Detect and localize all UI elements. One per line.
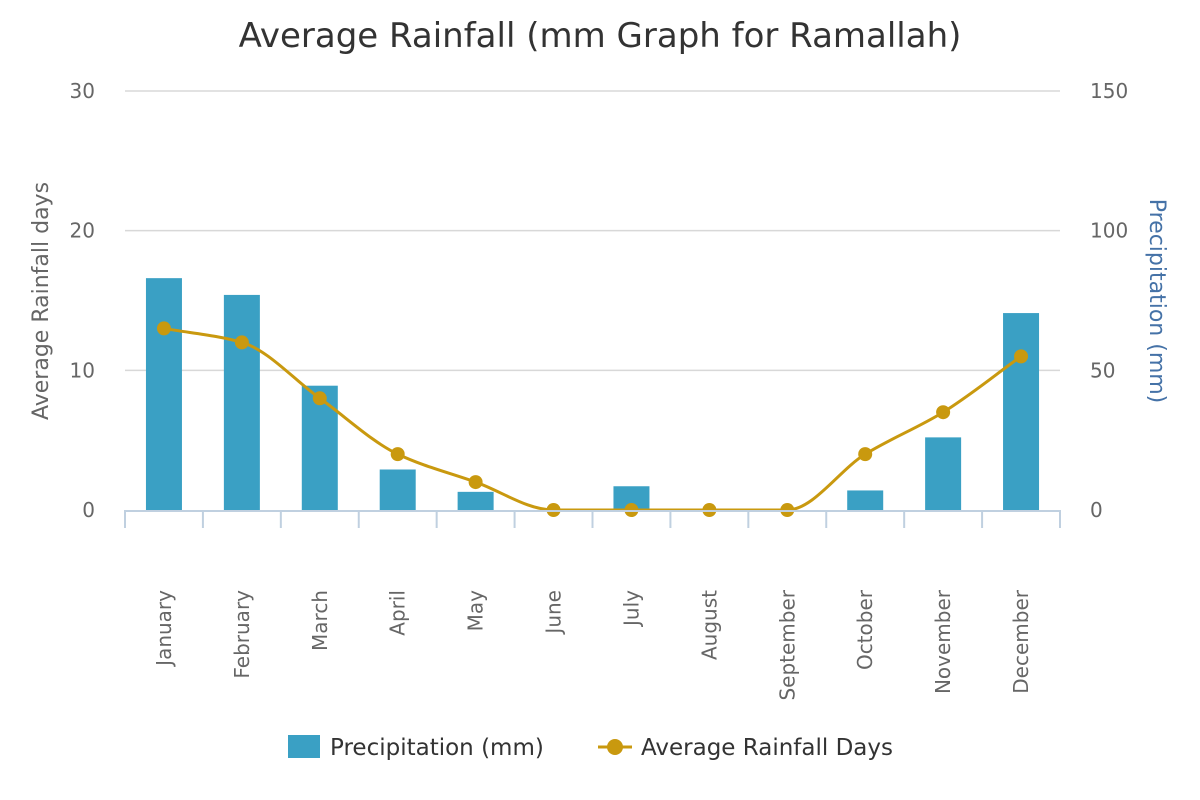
x-tick-label: January xyxy=(152,590,176,668)
rainfall-days-point-april xyxy=(390,447,405,462)
right-y-axis-ticks: 0 50 100 150 xyxy=(1090,79,1128,522)
x-tick-label: September xyxy=(775,589,799,700)
right-tick-label: 100 xyxy=(1090,219,1128,243)
bar-february xyxy=(223,294,260,510)
x-axis-ticks: January February March April May June July Augu… xyxy=(152,589,1033,700)
bar-january xyxy=(145,278,182,510)
rainfall-days-point-january xyxy=(156,321,171,336)
precipitation-bars xyxy=(145,278,1040,510)
rainfall-days-point-march xyxy=(312,391,327,406)
right-axis-title: Precipitation (mm) xyxy=(1144,199,1169,404)
bar-december xyxy=(1003,313,1040,510)
x-tick-label: August xyxy=(697,590,721,660)
rainfall-days-point-december xyxy=(1014,349,1029,364)
left-tick-label: 10 xyxy=(70,358,95,382)
rainfall-days-point-february xyxy=(234,335,249,350)
bar-april xyxy=(379,469,416,510)
left-y-axis-ticks: 0 10 20 30 xyxy=(70,79,95,522)
chart-title: Average Rainfall (mm Graph for Ramallah) xyxy=(239,16,962,56)
left-tick-label: 0 xyxy=(82,498,95,522)
x-tick-label: May xyxy=(464,590,488,632)
x-tick-label: November xyxy=(931,589,955,694)
x-tick-label: March xyxy=(308,590,332,651)
left-axis-title: Average Rainfall days xyxy=(29,182,54,420)
left-tick-label: 30 xyxy=(70,79,95,103)
left-tick-label: 20 xyxy=(70,219,95,243)
x-tick-label: February xyxy=(230,590,254,679)
x-tick-label: December xyxy=(1009,589,1033,693)
rainfall-days-point-october xyxy=(858,447,873,462)
legend: Precipitation (mm) Average Rainfall Days xyxy=(288,735,893,761)
x-axis xyxy=(124,510,1061,528)
right-tick-label: 0 xyxy=(1090,498,1103,522)
right-tick-label: 150 xyxy=(1090,79,1128,103)
rainfall-days-line xyxy=(156,321,1029,517)
rainfall-days-point-november xyxy=(936,405,951,420)
x-tick-label: October xyxy=(853,589,877,670)
x-tick-label: April xyxy=(386,590,410,636)
legend-bar-swatch xyxy=(288,735,320,758)
bar-may xyxy=(457,491,494,510)
bar-november xyxy=(925,437,962,510)
bar-october xyxy=(847,490,884,510)
legend-item-rainfall-days[interactable]: Average Rainfall Days xyxy=(598,735,893,761)
legend-label-precipitation: Precipitation (mm) xyxy=(330,735,544,761)
right-tick-label: 50 xyxy=(1090,358,1115,382)
rainfall-days-path xyxy=(163,326,1022,512)
x-tick-label: July xyxy=(619,590,643,628)
legend-marker-swatch xyxy=(607,739,623,755)
bar-july xyxy=(613,486,650,510)
gridlines xyxy=(125,90,1060,372)
rainfall-days-point-may xyxy=(468,475,483,490)
legend-item-precipitation[interactable]: Precipitation (mm) xyxy=(288,735,544,761)
legend-label-rainfall-days: Average Rainfall Days xyxy=(641,735,893,761)
x-tick-label: June xyxy=(542,590,566,636)
